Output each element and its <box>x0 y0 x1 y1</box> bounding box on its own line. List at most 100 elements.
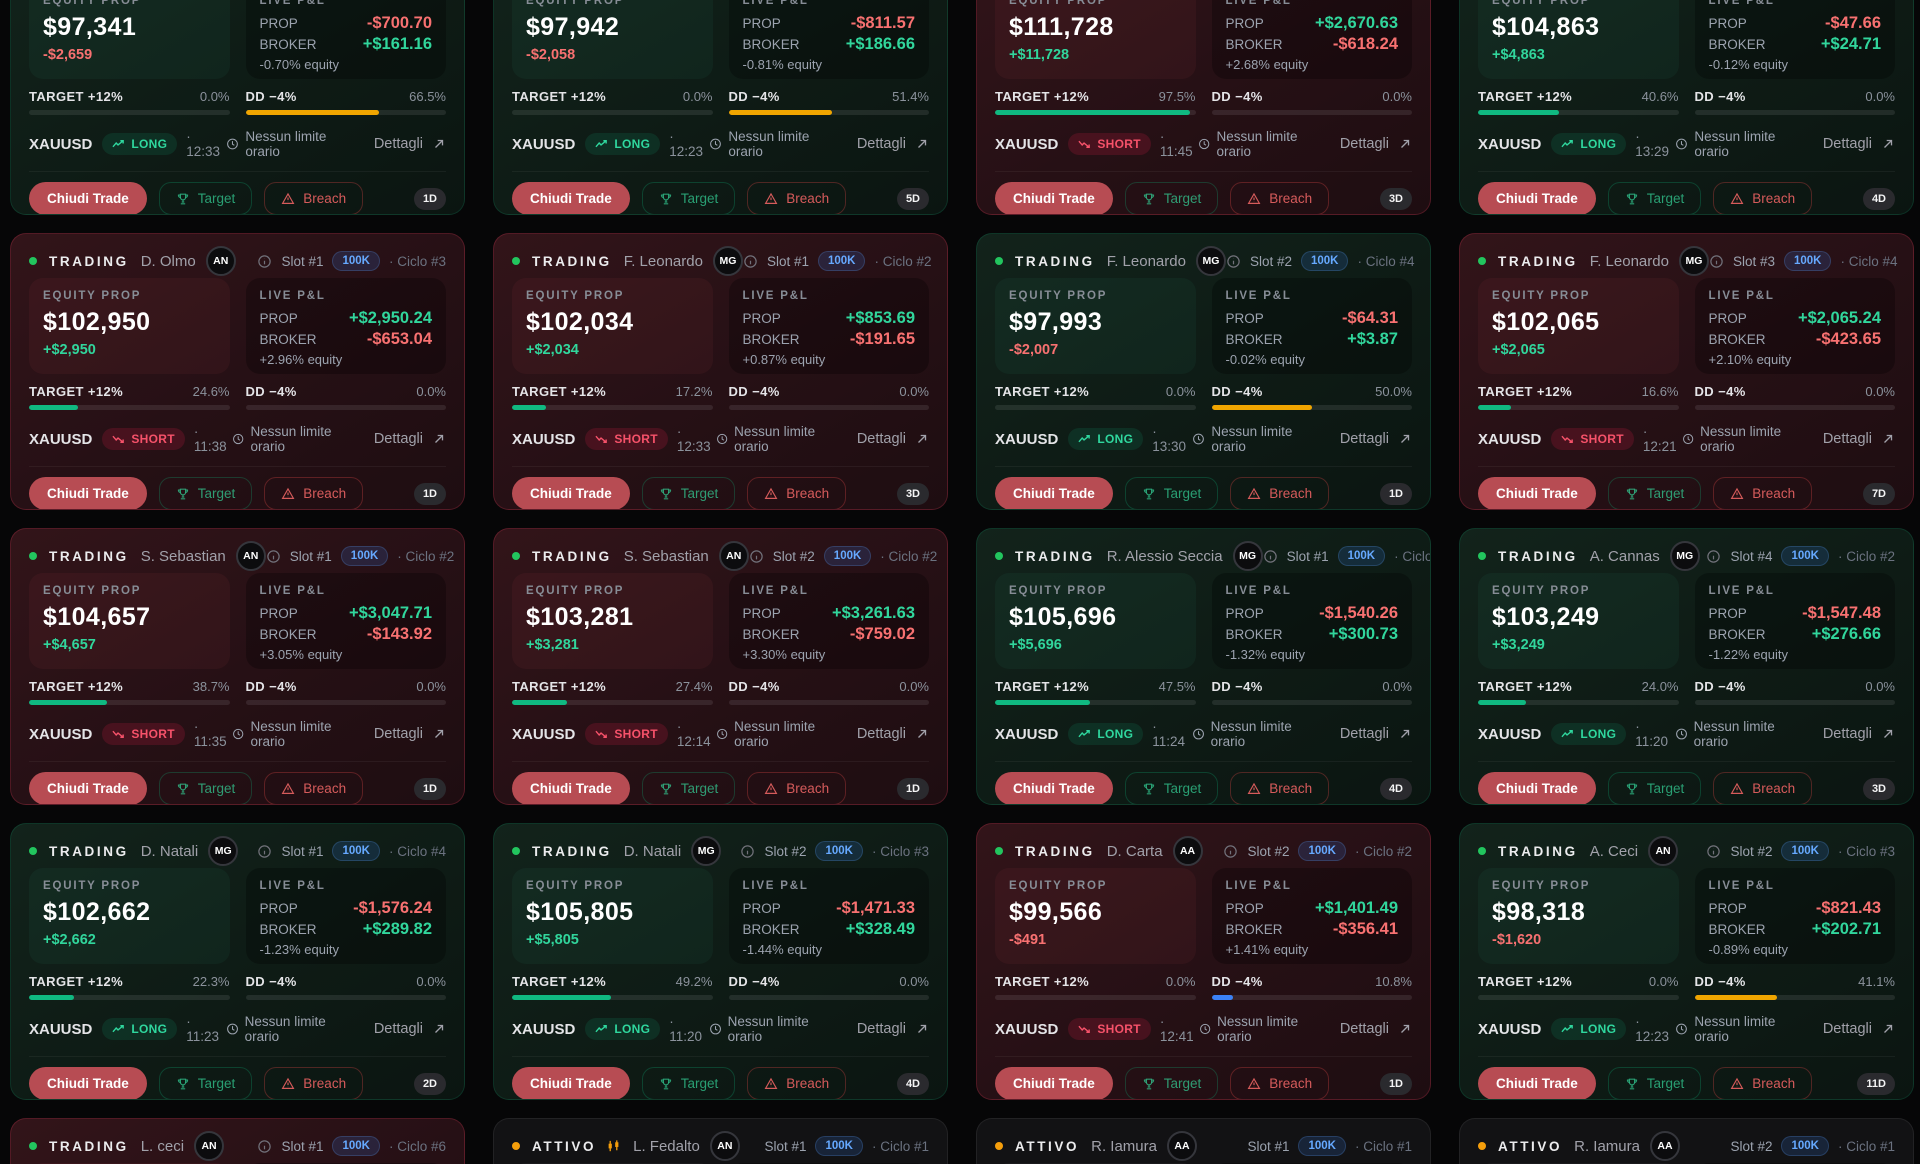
details-link[interactable]: Dettagli <box>373 1021 423 1037</box>
breach-button[interactable]: Breach <box>747 477 847 509</box>
target-button[interactable]: Target <box>158 1067 253 1099</box>
close-trade-button[interactable]: Chiudi Trade <box>1478 1067 1596 1099</box>
external-link-icon[interactable] <box>1398 727 1412 741</box>
breach-button[interactable]: Breach <box>1230 182 1330 214</box>
close-trade-button[interactable]: Chiudi Trade <box>29 182 147 214</box>
info-icon[interactable] <box>743 254 758 269</box>
details-link[interactable]: Dettagli <box>856 1021 906 1037</box>
details-link[interactable]: Dettagli <box>1339 431 1389 447</box>
info-icon[interactable] <box>266 549 281 564</box>
details-link[interactable]: Dettagli <box>1822 431 1872 447</box>
target-button[interactable]: Target <box>158 477 253 509</box>
external-link-icon[interactable] <box>915 1022 929 1036</box>
close-trade-button[interactable]: Chiudi Trade <box>512 1067 630 1099</box>
details-link[interactable]: Dettagli <box>373 726 423 742</box>
close-trade-button[interactable]: Chiudi Trade <box>29 477 147 509</box>
side-label: SHORT <box>131 727 175 741</box>
details-link[interactable]: Dettagli <box>1339 136 1389 152</box>
breach-button[interactable]: Breach <box>1713 1067 1813 1099</box>
info-icon[interactable] <box>1223 844 1238 859</box>
breach-button[interactable]: Breach <box>264 182 364 214</box>
breach-button[interactable]: Breach <box>264 1067 364 1099</box>
info-icon[interactable] <box>740 844 755 859</box>
target-button[interactable]: Target <box>1607 182 1702 214</box>
external-link-icon[interactable] <box>432 432 446 446</box>
breach-button[interactable]: Breach <box>1713 182 1813 214</box>
details-link[interactable]: Dettagli <box>373 431 423 447</box>
external-link-icon[interactable] <box>1398 432 1412 446</box>
breach-button[interactable]: Breach <box>1230 772 1330 804</box>
breach-button[interactable]: Breach <box>1230 477 1330 509</box>
target-button[interactable]: Target <box>158 772 253 804</box>
close-trade-button[interactable]: Chiudi Trade <box>512 477 630 509</box>
breach-button[interactable]: Breach <box>264 477 364 509</box>
target-button[interactable]: Target <box>641 772 736 804</box>
close-trade-button[interactable]: Chiudi Trade <box>1478 477 1596 509</box>
close-trade-button[interactable]: Chiudi Trade <box>29 772 147 804</box>
details-link[interactable]: Dettagli <box>1822 136 1872 152</box>
info-icon[interactable] <box>1709 254 1724 269</box>
target-button[interactable]: Target <box>158 182 253 214</box>
external-link-icon[interactable] <box>432 137 446 151</box>
breach-button[interactable]: Breach <box>1230 1067 1330 1099</box>
target-button[interactable]: Target <box>641 1067 736 1099</box>
target-button[interactable]: Target <box>641 477 736 509</box>
slot-label: Slot #2 <box>772 548 815 564</box>
info-icon[interactable] <box>1706 844 1721 859</box>
info-icon[interactable] <box>1263 549 1278 564</box>
info-icon[interactable] <box>257 844 272 859</box>
details-link[interactable]: Dettagli <box>1339 726 1389 742</box>
target-button[interactable]: Target <box>641 182 736 214</box>
close-trade-button[interactable]: Chiudi Trade <box>512 772 630 804</box>
breach-button[interactable]: Breach <box>747 182 847 214</box>
external-link-icon[interactable] <box>915 727 929 741</box>
target-button[interactable]: Target <box>1607 1067 1702 1099</box>
target-button[interactable]: Target <box>1607 772 1702 804</box>
info-icon[interactable] <box>1226 254 1241 269</box>
close-trade-button[interactable]: Chiudi Trade <box>995 477 1113 509</box>
close-trade-button[interactable]: Chiudi Trade <box>1478 772 1596 804</box>
external-link-icon[interactable] <box>1398 1022 1412 1036</box>
target-button[interactable]: Target <box>1124 477 1219 509</box>
external-link-icon[interactable] <box>1398 137 1412 151</box>
details-link[interactable]: Dettagli <box>1339 1021 1389 1037</box>
breach-button[interactable]: Breach <box>264 772 364 804</box>
close-trade-button[interactable]: Chiudi Trade <box>29 1067 147 1099</box>
target-button[interactable]: Target <box>1607 477 1702 509</box>
external-link-icon[interactable] <box>432 1022 446 1036</box>
time-limit-label: Nessun limite orario <box>1694 1014 1776 1044</box>
trade-row-right: Nessun limite orario Dettagli <box>709 1014 929 1044</box>
target-button[interactable]: Target <box>1124 772 1219 804</box>
target-button[interactable]: Target <box>1124 182 1219 214</box>
trend-up-icon <box>1561 730 1574 738</box>
external-link-icon[interactable] <box>1881 727 1895 741</box>
info-icon[interactable] <box>749 549 764 564</box>
details-link[interactable]: Dettagli <box>856 136 906 152</box>
details-link[interactable]: Dettagli <box>856 431 906 447</box>
close-trade-button[interactable]: Chiudi Trade <box>995 1067 1113 1099</box>
external-link-icon[interactable] <box>915 137 929 151</box>
external-link-icon[interactable] <box>1881 432 1895 446</box>
external-link-icon[interactable] <box>1881 137 1895 151</box>
details-link[interactable]: Dettagli <box>856 726 906 742</box>
external-link-icon[interactable] <box>1881 1022 1895 1036</box>
external-link-icon[interactable] <box>432 727 446 741</box>
details-link[interactable]: Dettagli <box>373 136 423 152</box>
details-link[interactable]: Dettagli <box>1822 1021 1872 1037</box>
trade-card: TRADING D. Natali MG Slot #1 100K · Cicl… <box>10 823 465 1100</box>
close-trade-button[interactable]: Chiudi Trade <box>995 182 1113 214</box>
info-icon[interactable] <box>1706 549 1721 564</box>
target-button[interactable]: Target <box>1124 1067 1219 1099</box>
info-icon[interactable] <box>257 254 272 269</box>
close-trade-button[interactable]: Chiudi Trade <box>512 182 630 214</box>
details-link[interactable]: Dettagli <box>1822 726 1872 742</box>
external-link-icon[interactable] <box>915 432 929 446</box>
breach-button[interactable]: Breach <box>1713 477 1813 509</box>
info-icon[interactable] <box>257 1139 272 1154</box>
breach-button[interactable]: Breach <box>747 1067 847 1099</box>
breach-button[interactable]: Breach <box>1713 772 1813 804</box>
target-progress-bar <box>995 405 1196 410</box>
close-trade-button[interactable]: Chiudi Trade <box>1478 182 1596 214</box>
breach-button[interactable]: Breach <box>747 772 847 804</box>
close-trade-button[interactable]: Chiudi Trade <box>995 772 1113 804</box>
